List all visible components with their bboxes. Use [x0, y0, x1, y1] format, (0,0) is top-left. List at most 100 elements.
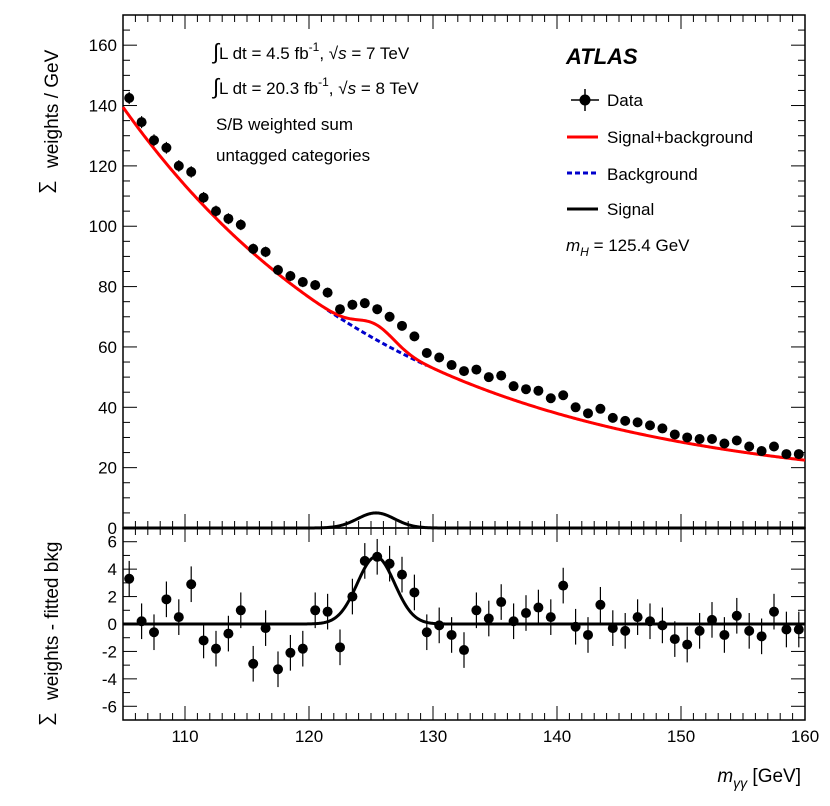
residual-point	[297, 630, 308, 667]
residual-marker	[471, 605, 482, 616]
top-data-points	[124, 91, 804, 460]
residual-marker	[694, 625, 705, 636]
residual-marker	[322, 606, 333, 617]
data-point	[186, 166, 197, 178]
legend-entry-background: Background	[567, 165, 698, 184]
bottom-ytick-label: 6	[108, 533, 117, 552]
signal-plus-background-curve	[121, 106, 806, 462]
data-point-marker	[223, 213, 234, 224]
residual-point	[645, 603, 655, 640]
data-point-marker	[186, 166, 197, 177]
residual-point	[731, 597, 742, 634]
data-point	[384, 311, 395, 322]
residual-point	[310, 592, 321, 629]
data-point-marker	[273, 264, 283, 275]
residual-point	[273, 651, 283, 688]
data-point	[508, 381, 519, 392]
residual-point	[136, 603, 147, 640]
data-point	[161, 141, 172, 154]
residual-marker	[682, 639, 693, 650]
residual-marker	[719, 629, 730, 640]
data-point	[483, 372, 494, 383]
data-point-marker	[731, 435, 742, 446]
data-point	[545, 393, 556, 404]
residual-marker	[434, 620, 445, 631]
residual-point	[124, 560, 135, 597]
residual-point	[632, 599, 643, 635]
data-point-marker	[496, 370, 507, 381]
residual-marker	[496, 597, 507, 608]
svg-text:∑: ∑	[36, 712, 57, 726]
data-point	[421, 347, 432, 358]
data-point-marker	[595, 403, 606, 414]
legend-label-signal: Signal	[607, 200, 654, 219]
data-point-marker	[533, 385, 544, 396]
data-point-marker	[645, 420, 655, 431]
experiment-label: ATLAS	[565, 44, 638, 69]
bottom-ytick-label: -2	[102, 642, 117, 661]
data-point	[657, 423, 668, 434]
residual-point	[173, 599, 184, 635]
signal-curve-top	[123, 511, 805, 530]
residual-point	[533, 589, 544, 626]
data-point	[310, 280, 321, 291]
top-ytick-label: 160	[89, 36, 117, 55]
annotation-lumi-7tev: ∫L dt = 4.5 fb-1, √s = 7 TeV	[211, 39, 410, 64]
residual-marker	[248, 658, 259, 669]
residual-point	[471, 592, 482, 629]
residual-point	[335, 629, 345, 666]
residual-point	[744, 613, 755, 649]
data-point	[719, 438, 730, 449]
residual-point	[223, 615, 234, 652]
residual-marker	[124, 573, 135, 584]
bottom-ytick-label: -6	[102, 697, 117, 716]
residual-point	[496, 584, 507, 620]
data-point-marker	[508, 381, 519, 392]
data-point	[471, 364, 482, 375]
data-point-marker	[756, 446, 767, 457]
bottom-ytick-label: 4	[108, 560, 117, 579]
higgs-mass-label: mH = 125.4 GeV	[566, 236, 690, 259]
residual-point	[359, 543, 370, 579]
residual-point	[719, 617, 730, 653]
data-point	[781, 449, 792, 460]
residual-point	[434, 607, 445, 644]
data-point	[198, 191, 209, 204]
bottom-axes: -6 -4 -2 0 2 4 6 110 120 130 140 150 160	[102, 527, 819, 746]
residual-marker	[483, 613, 494, 624]
data-point	[434, 352, 445, 363]
data-point-marker	[161, 142, 172, 153]
background-curve	[326, 308, 428, 367]
data-point	[235, 219, 246, 231]
bottom-xtick-label: 150	[667, 727, 695, 746]
data-point	[211, 205, 221, 217]
residual-marker	[793, 624, 804, 635]
data-point	[769, 441, 779, 452]
data-point-marker	[211, 206, 221, 217]
residual-marker	[446, 629, 457, 640]
data-point-marker	[769, 441, 779, 452]
top-ytick-label: 120	[89, 157, 117, 176]
residual-point	[769, 593, 779, 630]
residual-point	[483, 600, 494, 637]
residual-marker	[508, 616, 519, 627]
data-point-marker	[694, 433, 705, 444]
annotation-lumi-8tev: ∫L dt = 20.3 fb-1, √s = 8 TeV	[211, 74, 419, 99]
residual-point	[607, 610, 618, 646]
data-point	[446, 360, 457, 371]
data-point	[297, 276, 308, 288]
residual-marker	[372, 551, 383, 562]
data-point	[496, 370, 507, 381]
residual-marker	[359, 555, 370, 566]
data-point-marker	[545, 393, 556, 404]
data-point	[669, 429, 680, 440]
x-axis-title: mγγ [GeV]	[717, 766, 801, 791]
legend-label-data: Data	[607, 91, 643, 110]
legend: Data Signal+background Background Signal	[567, 89, 753, 219]
data-point	[273, 264, 283, 276]
residual-marker	[607, 623, 618, 634]
residual-marker	[533, 602, 544, 613]
top-y-axis-title: ∑ weights / GeV	[36, 49, 63, 194]
data-point-marker	[124, 92, 135, 103]
